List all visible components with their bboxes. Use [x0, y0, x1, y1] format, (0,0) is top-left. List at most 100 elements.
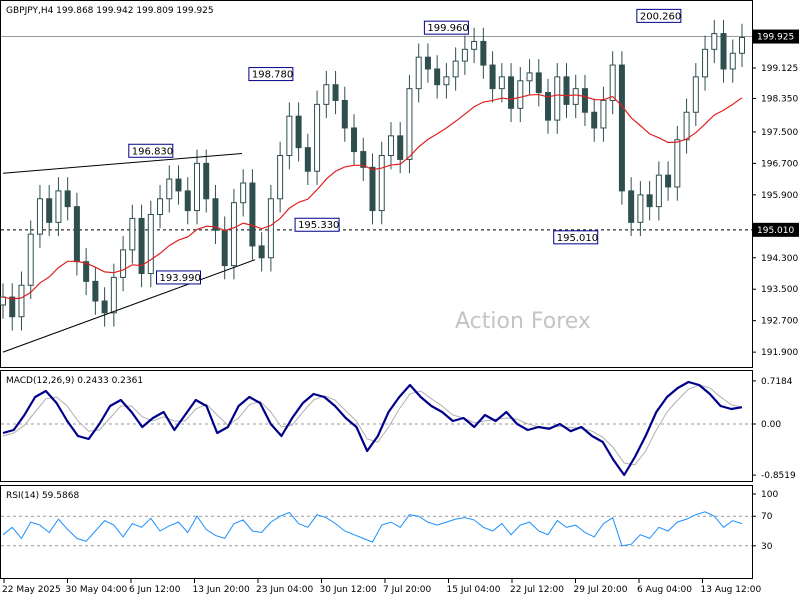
- rsi-header: RSI(14) 59.5868: [6, 491, 79, 501]
- x-tick-label: 30 Jun 12:00: [320, 585, 377, 595]
- watermark: Action Forex: [455, 309, 591, 334]
- candle-body: [147, 213, 154, 274]
- candle-body: [351, 127, 358, 153]
- price-annotation-label: 200.260: [640, 11, 681, 22]
- candle-body: [277, 155, 284, 200]
- price-annotation-box: [423, 20, 469, 35]
- grid-layer: [1, 36, 752, 231]
- price-tick-label: 196.700: [761, 159, 798, 169]
- level-label: 195.010: [757, 226, 794, 236]
- x-tick-label: 7 Jul 20:00: [383, 585, 432, 595]
- candle-body: [674, 139, 681, 188]
- candle-body: [258, 245, 265, 259]
- x-tick-label: 6 Jun 12:00: [129, 585, 181, 595]
- price-tick-label: 192.700: [761, 317, 798, 327]
- current-price-label: 199.925: [757, 33, 794, 43]
- axis-layer: 199.125198.350197.500196.700195.900195.1…: [2, 29, 799, 595]
- x-tick-label: 30 May 04:00: [66, 585, 128, 595]
- candle-body: [415, 56, 422, 90]
- x-tick-label: 29 Jul 20:00: [574, 585, 628, 595]
- candle-body: [360, 151, 367, 168]
- candle-body: [157, 198, 164, 215]
- price-annotation-label: 195.330: [298, 220, 339, 231]
- candle-body: [286, 115, 293, 157]
- candle-body: [480, 40, 487, 66]
- candle-body: [729, 52, 736, 70]
- candle-body: [692, 76, 699, 113]
- candle-body: [323, 84, 330, 105]
- candle-body: [406, 88, 413, 160]
- candle-body: [683, 111, 690, 141]
- candle-body: [221, 229, 228, 267]
- candle-body: [609, 64, 616, 101]
- candle-body: [267, 198, 274, 259]
- candle-body: [443, 76, 450, 86]
- candle-body: [535, 72, 542, 94]
- macd-tick-label: 0.00: [761, 420, 781, 430]
- annotations-layer: 196.830 198.780 199.960 200.260 195.330 195.0…: [2, 8, 682, 353]
- candle-body: [230, 202, 237, 267]
- candle-body: [314, 103, 321, 172]
- candle-body: [397, 135, 404, 160]
- candle-body: [64, 190, 71, 208]
- candle-body: [212, 198, 219, 231]
- x-tick-label: 13 Aug 12:00: [701, 585, 762, 595]
- candle-body: [9, 296, 16, 318]
- price-tick-label: 193.500: [761, 285, 798, 295]
- candle-body: [526, 72, 533, 82]
- price-annotation-box: [156, 270, 202, 285]
- x-tick-label: 13 Jun 20:00: [193, 585, 250, 595]
- price-annotation-label: 193.990: [160, 273, 201, 284]
- level-box: [753, 222, 799, 237]
- price-tick-label: 191.900: [761, 348, 798, 358]
- upper-trendline: [2, 153, 243, 174]
- price-annotation-label: 199.960: [427, 23, 468, 34]
- candle-body: [378, 155, 385, 212]
- candle-body: [36, 198, 43, 235]
- candle-body: [646, 194, 653, 208]
- price-annotation-label: 196.830: [132, 146, 173, 157]
- price-tick-label: 194.300: [761, 254, 798, 264]
- price-annotation-box: [128, 143, 174, 158]
- moving-average-layer: [2, 93, 743, 300]
- candle-body: [517, 80, 524, 109]
- candle-body: [73, 206, 80, 263]
- candle-body: [554, 76, 561, 121]
- lower-trendline: [2, 259, 256, 353]
- price-tick-label: 197.500: [761, 128, 798, 138]
- candle-body: [720, 33, 727, 70]
- candle-body: [424, 56, 431, 70]
- candle-body: [166, 178, 173, 200]
- candle-body: [55, 190, 62, 223]
- price-annotation-box: [553, 230, 599, 245]
- candle-body: [193, 162, 200, 212]
- candle-body: [240, 182, 247, 204]
- price-annotation-label: 198.780: [252, 70, 293, 81]
- macd-tick-label: -0.8519: [761, 471, 796, 481]
- candle-body: [101, 300, 108, 314]
- candle-body: [369, 166, 376, 212]
- candle-body: [249, 182, 256, 247]
- price-annotation-label: 195.010: [557, 233, 598, 244]
- candle-body: [498, 76, 505, 90]
- candle-body: [637, 194, 644, 223]
- candle-body: [175, 178, 182, 192]
- candle-body: [434, 68, 441, 86]
- candle-body: [332, 84, 339, 101]
- price-annotation-box: [636, 8, 682, 23]
- macd-layer: [1, 380, 752, 477]
- candle-body: [184, 190, 191, 212]
- candle-body: [138, 217, 145, 274]
- price-tick-label: 195.900: [761, 191, 798, 201]
- candle-body: [581, 88, 588, 113]
- candle-body: [591, 111, 598, 129]
- candle-body: [628, 190, 635, 223]
- price-panel: [0, 0, 753, 368]
- candle-body: [665, 174, 672, 188]
- macd-panel: [0, 370, 753, 482]
- moving-average-line: [2, 93, 743, 300]
- x-tick-label: 22 May 2025: [2, 585, 61, 595]
- candle-body: [83, 261, 90, 282]
- candle-body: [572, 88, 579, 105]
